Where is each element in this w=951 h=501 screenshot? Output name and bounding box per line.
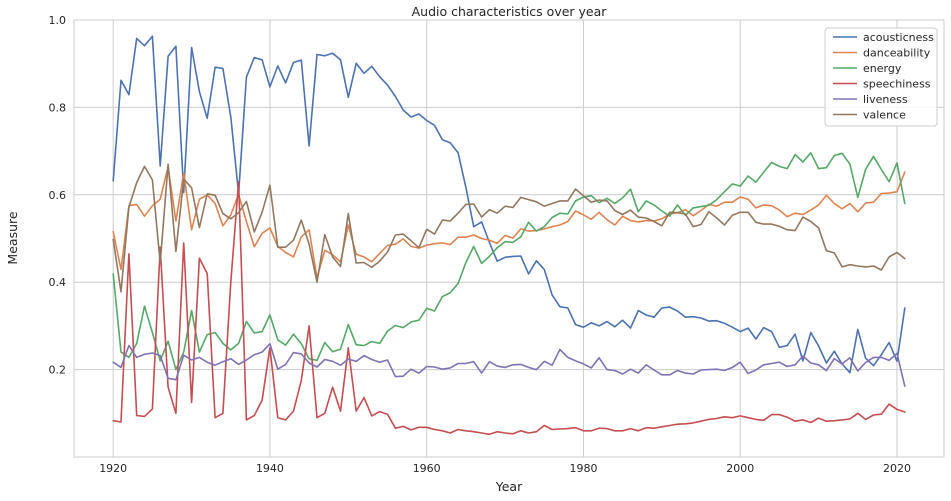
series-line-danceability — [112, 166, 906, 279]
series-lines — [112, 35, 906, 436]
x-axis-label: Year — [495, 479, 523, 494]
legend-item-acousticness: acousticness — [833, 31, 934, 44]
legend-label: danceability — [863, 47, 931, 60]
x-tick-label: 1980 — [569, 462, 597, 475]
series-line-acousticness — [112, 35, 906, 374]
plot-border — [73, 19, 945, 458]
y-tick-label: 0.4 — [49, 276, 67, 289]
y-tick-label: 0.8 — [49, 101, 67, 114]
legend: acousticness danceability energy speechines… — [824, 27, 938, 127]
y-axis-label: Measure — [5, 211, 20, 264]
x-tick-label: 1920 — [99, 462, 127, 475]
plot-area — [74, 20, 944, 457]
y-tick-label: 1.0 — [49, 14, 67, 27]
series-line-energy — [112, 152, 906, 371]
series-line-speechiness — [112, 180, 906, 436]
legend-label: valence — [863, 109, 906, 122]
x-tick-label: 2020 — [883, 462, 911, 475]
x-tick-label: 1960 — [413, 462, 441, 475]
x-axis-ticks: 1920 1940 1960 1980 2000 2020 — [99, 462, 911, 475]
legend-item-energy: energy — [833, 62, 902, 75]
legend-label: speechiness — [863, 78, 931, 91]
legend-item-speechiness: speechiness — [833, 78, 931, 91]
x-tick-label: 2000 — [726, 462, 754, 475]
plot-frame — [73, 19, 945, 458]
chart-title: Audio characteristics over year — [412, 4, 608, 19]
legend-item-valence: valence — [833, 109, 906, 122]
legend-item-danceability: danceability — [833, 47, 931, 60]
legend-item-liveness: liveness — [833, 93, 908, 106]
series-line-valence — [112, 163, 906, 293]
legend-label: energy — [863, 62, 902, 75]
x-tick-label: 1940 — [256, 462, 284, 475]
y-tick-label: 0.6 — [49, 189, 67, 202]
series-line-liveness — [112, 342, 906, 388]
legend-label: liveness — [863, 93, 908, 106]
y-tick-label: 0.2 — [49, 364, 67, 377]
y-axis-ticks: 0.2 0.4 0.6 0.8 1.0 — [49, 14, 67, 377]
legend-label: acousticness — [863, 31, 934, 44]
